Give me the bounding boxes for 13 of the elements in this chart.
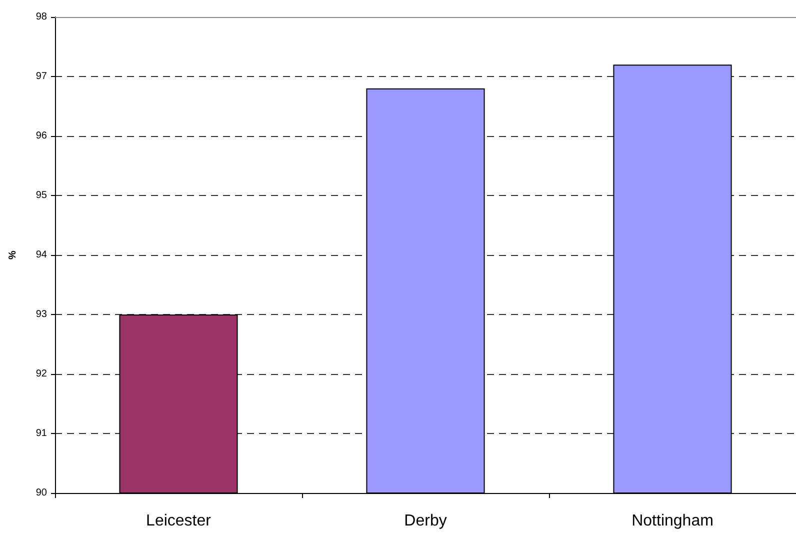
y-tick-label: 90 (36, 488, 48, 498)
y-tick-label: 95 (36, 190, 48, 201)
y-axis-title: % (8, 250, 18, 260)
y-tick-label: 92 (36, 368, 48, 380)
y-tick-label: 93 (36, 309, 48, 320)
y-tick-label: 98 (36, 12, 48, 22)
x-tick-label: Leicester (146, 512, 212, 530)
x-tick-label: Nottingham (632, 512, 714, 530)
y-tick-label: 91 (36, 428, 48, 439)
y-tick-label: 94 (36, 250, 48, 260)
x-tick-label: Derby (404, 512, 447, 530)
y-tick-label: 96 (36, 130, 48, 142)
y-tick-label: 97 (36, 71, 48, 82)
